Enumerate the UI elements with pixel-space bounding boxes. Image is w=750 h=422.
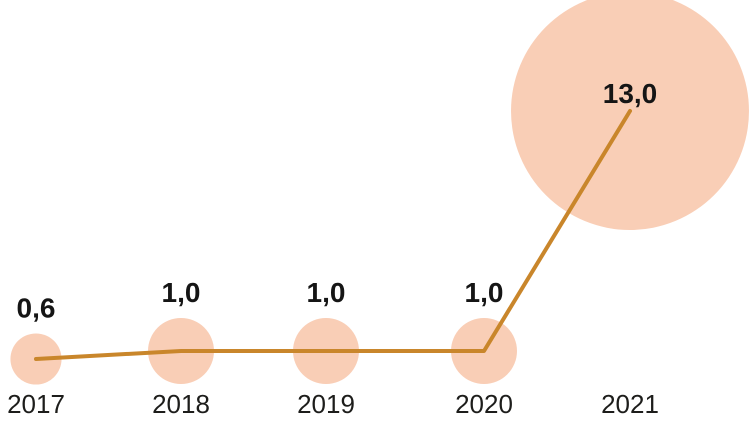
value-label-2019: 1,0 bbox=[307, 277, 346, 308]
value-label-2017: 0,6 bbox=[17, 292, 56, 323]
year-label-2021: 2021 bbox=[601, 389, 659, 419]
year-label-2017: 2017 bbox=[7, 389, 65, 419]
bubble-2021 bbox=[511, 0, 749, 230]
year-label-2019: 2019 bbox=[297, 389, 355, 419]
trend-line bbox=[34, 109, 632, 361]
value-label-2020: 1,0 bbox=[465, 277, 504, 308]
value-label-2021: 13,0 bbox=[603, 78, 658, 109]
year-label-2020: 2020 bbox=[455, 389, 513, 419]
year-label-2018: 2018 bbox=[152, 389, 210, 419]
value-label-2018: 1,0 bbox=[162, 277, 201, 308]
